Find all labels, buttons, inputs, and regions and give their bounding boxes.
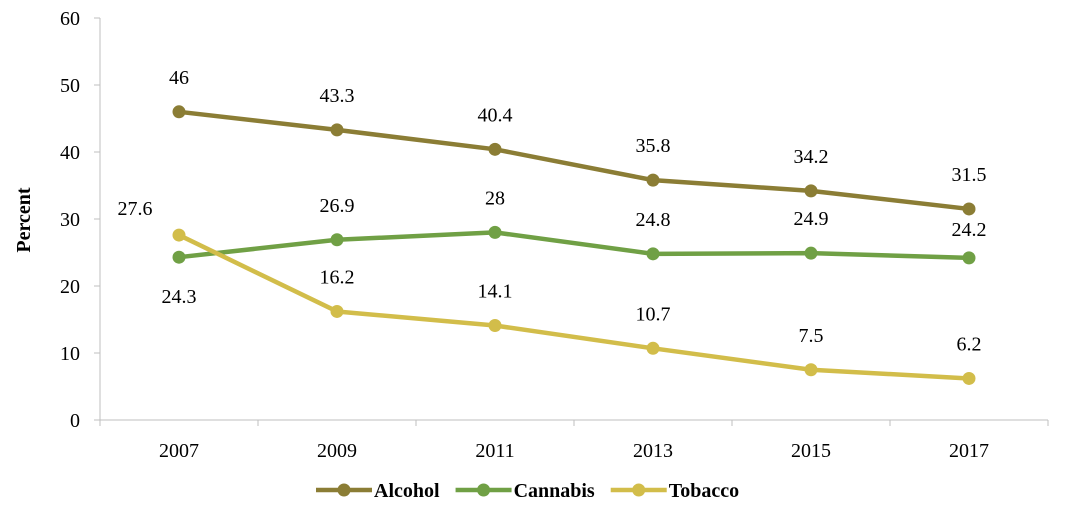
series-line-tobacco: [178, 233, 970, 381]
data-point-tobacco: [646, 341, 660, 355]
data-label-alcohol: 43.3: [320, 85, 355, 107]
data-label-tobacco: 27.6: [118, 198, 153, 220]
data-label-cannabis: 24.2: [952, 219, 987, 241]
y-tick-label: 20: [60, 276, 80, 298]
data-label-alcohol: 40.4: [478, 104, 513, 126]
data-point-cannabis: [488, 225, 502, 239]
data-point-alcohol: [330, 123, 344, 137]
chart-axes: 0 10 20 30 40 50 60 2007 2009 2011 2013 2015 2017: [60, 8, 1049, 462]
y-axis-label: Percent: [13, 187, 35, 252]
data-point-cannabis: [172, 250, 186, 264]
data-point-tobacco: [962, 371, 976, 385]
data-label-cannabis: 28: [485, 187, 505, 209]
data-point-cannabis: [804, 246, 818, 260]
data-point-tobacco: [330, 304, 344, 318]
y-tick-label: 0: [70, 410, 80, 432]
data-label-cannabis: 24.8: [636, 209, 671, 231]
data-label-cannabis: 24.3: [162, 286, 197, 308]
legend-marker-cannabis: [477, 483, 491, 497]
data-point-tobacco: [172, 228, 186, 242]
legend-marker-tobacco: [632, 483, 646, 497]
data-point-alcohol: [646, 173, 660, 187]
y-tick-label: 10: [60, 343, 80, 365]
chart-series: [172, 105, 976, 385]
y-tick-label: 30: [60, 209, 80, 231]
data-label-alcohol: 34.2: [794, 146, 829, 168]
x-tick-label: 2011: [475, 440, 514, 462]
legend-label-cannabis: Cannabis: [514, 480, 595, 502]
data-point-tobacco: [804, 363, 818, 377]
data-label-tobacco: 14.1: [478, 281, 513, 303]
data-label-alcohol: 46: [169, 67, 189, 89]
x-tick-label: 2007: [159, 440, 199, 462]
data-point-alcohol: [172, 105, 186, 119]
x-tick-label: 2017: [949, 440, 989, 462]
series-line-cannabis: [178, 230, 970, 261]
chart-data-labels: 46 43.3 40.4 35.8 34.2 31.5 24.3 26.9 28 24.8 24.9…: [118, 67, 987, 356]
chart-legend: Alcohol Cannabis Tobacco: [316, 480, 739, 502]
x-tick-label: 2015: [791, 440, 831, 462]
data-label-tobacco: 10.7: [636, 303, 671, 325]
x-tick-label: 2009: [317, 440, 357, 462]
data-point-cannabis: [330, 233, 344, 247]
data-point-alcohol: [488, 142, 502, 156]
y-tick-label: 40: [60, 142, 80, 164]
data-point-alcohol: [962, 202, 976, 216]
data-label-alcohol: 35.8: [636, 135, 671, 157]
data-point-tobacco: [488, 319, 502, 333]
y-tick-label: 50: [60, 75, 80, 97]
legend-label-alcohol: Alcohol: [374, 480, 440, 502]
x-tick-label: 2013: [633, 440, 673, 462]
data-label-tobacco: 6.2: [957, 333, 982, 355]
series-line-alcohol: [178, 109, 970, 212]
data-point-alcohol: [804, 184, 818, 198]
data-label-alcohol: 31.5: [952, 164, 987, 186]
data-point-cannabis: [962, 251, 976, 265]
y-tick-label: 60: [60, 8, 80, 30]
data-label-tobacco: 7.5: [799, 325, 824, 347]
data-point-cannabis: [646, 247, 660, 261]
data-label-cannabis: 26.9: [320, 195, 355, 217]
legend-marker-alcohol: [337, 483, 351, 497]
data-label-cannabis: 24.9: [794, 208, 829, 230]
legend-label-tobacco: Tobacco: [669, 480, 739, 502]
data-label-tobacco: 16.2: [320, 266, 355, 288]
